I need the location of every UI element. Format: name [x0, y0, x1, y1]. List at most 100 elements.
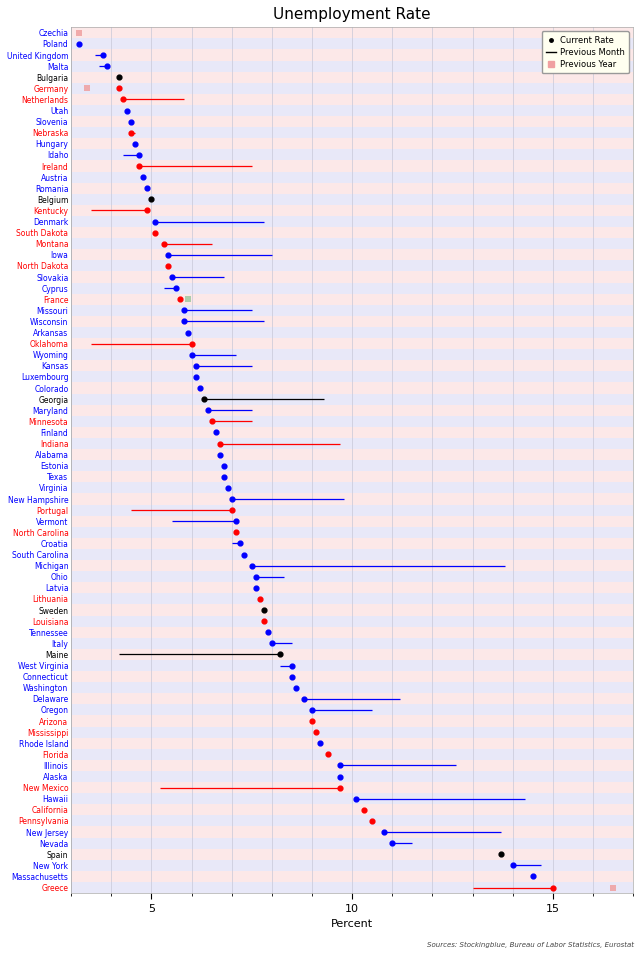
Bar	[71, 172, 633, 182]
Point	[223, 480, 233, 495]
Bar	[71, 27, 633, 38]
Bar	[71, 627, 633, 637]
Bar	[71, 827, 633, 837]
Bar	[71, 782, 633, 793]
Point	[150, 214, 161, 229]
Point	[239, 547, 249, 563]
Point	[608, 880, 618, 896]
Bar	[71, 327, 633, 338]
Point	[207, 414, 217, 429]
Point	[251, 569, 261, 585]
Point	[118, 92, 129, 108]
Point	[287, 669, 297, 684]
Bar	[71, 250, 633, 260]
Bar	[71, 593, 633, 605]
Bar	[71, 304, 633, 316]
Point	[267, 636, 277, 651]
Point	[202, 402, 212, 418]
Point	[387, 835, 397, 851]
Point	[351, 791, 361, 806]
Bar	[71, 637, 633, 649]
Point	[275, 647, 285, 662]
Bar	[71, 882, 633, 893]
Bar	[71, 60, 633, 72]
Bar	[71, 382, 633, 394]
Bar	[71, 272, 633, 282]
Bar	[71, 583, 633, 593]
Point	[182, 292, 193, 307]
Point	[163, 247, 173, 262]
Point	[287, 658, 297, 673]
Point	[548, 880, 558, 896]
Point	[335, 757, 345, 773]
Bar	[71, 815, 633, 827]
Point	[131, 136, 141, 152]
Point	[307, 703, 317, 718]
Point	[230, 514, 241, 529]
Point	[379, 825, 389, 840]
Point	[126, 114, 136, 130]
Bar	[71, 505, 633, 516]
Bar	[71, 837, 633, 849]
Bar	[71, 493, 633, 505]
Bar	[71, 683, 633, 693]
Bar	[71, 705, 633, 715]
Point	[159, 236, 169, 252]
Bar	[71, 560, 633, 571]
Point	[359, 803, 369, 818]
Point	[323, 747, 333, 762]
Bar	[71, 372, 633, 382]
Bar	[71, 615, 633, 627]
Bar	[71, 693, 633, 705]
Point	[166, 270, 177, 285]
X-axis label: Percent: Percent	[331, 919, 373, 929]
Bar	[71, 360, 633, 372]
Bar	[71, 804, 633, 815]
Point	[219, 469, 229, 485]
Text: Sources: Stockingblue, Bureau of Labor Statistics, Eurostat: Sources: Stockingblue, Bureau of Labor S…	[427, 943, 634, 948]
Point	[115, 69, 125, 84]
Point	[98, 47, 108, 62]
Bar	[71, 471, 633, 482]
Point	[508, 857, 518, 873]
Bar	[71, 793, 633, 804]
Point	[179, 302, 189, 318]
Bar	[71, 737, 633, 749]
Bar	[71, 72, 633, 83]
Bar	[71, 749, 633, 760]
Bar	[71, 538, 633, 549]
Point	[259, 602, 269, 617]
Bar	[71, 715, 633, 727]
Point	[315, 735, 325, 751]
Point	[170, 280, 180, 296]
Bar	[71, 194, 633, 204]
Point	[82, 81, 92, 96]
Bar	[71, 727, 633, 737]
Point	[134, 147, 145, 162]
Point	[291, 680, 301, 695]
Point	[186, 348, 196, 363]
Point	[191, 370, 201, 385]
Point	[246, 558, 257, 573]
Point	[227, 502, 237, 517]
Title: Unemployment Rate: Unemployment Rate	[273, 7, 431, 22]
Bar	[71, 116, 633, 127]
Point	[179, 314, 189, 329]
Point	[227, 492, 237, 507]
Point	[307, 713, 317, 729]
Point	[235, 536, 245, 551]
Point	[311, 725, 321, 740]
Point	[255, 591, 265, 607]
Point	[335, 769, 345, 784]
Bar	[71, 238, 633, 250]
Point	[230, 525, 241, 540]
Bar	[71, 50, 633, 60]
Point	[142, 180, 152, 196]
Bar	[71, 771, 633, 782]
Point	[186, 336, 196, 351]
Bar	[71, 660, 633, 671]
Point	[74, 36, 84, 52]
Bar	[71, 760, 633, 771]
Point	[142, 203, 152, 218]
Point	[214, 436, 225, 451]
